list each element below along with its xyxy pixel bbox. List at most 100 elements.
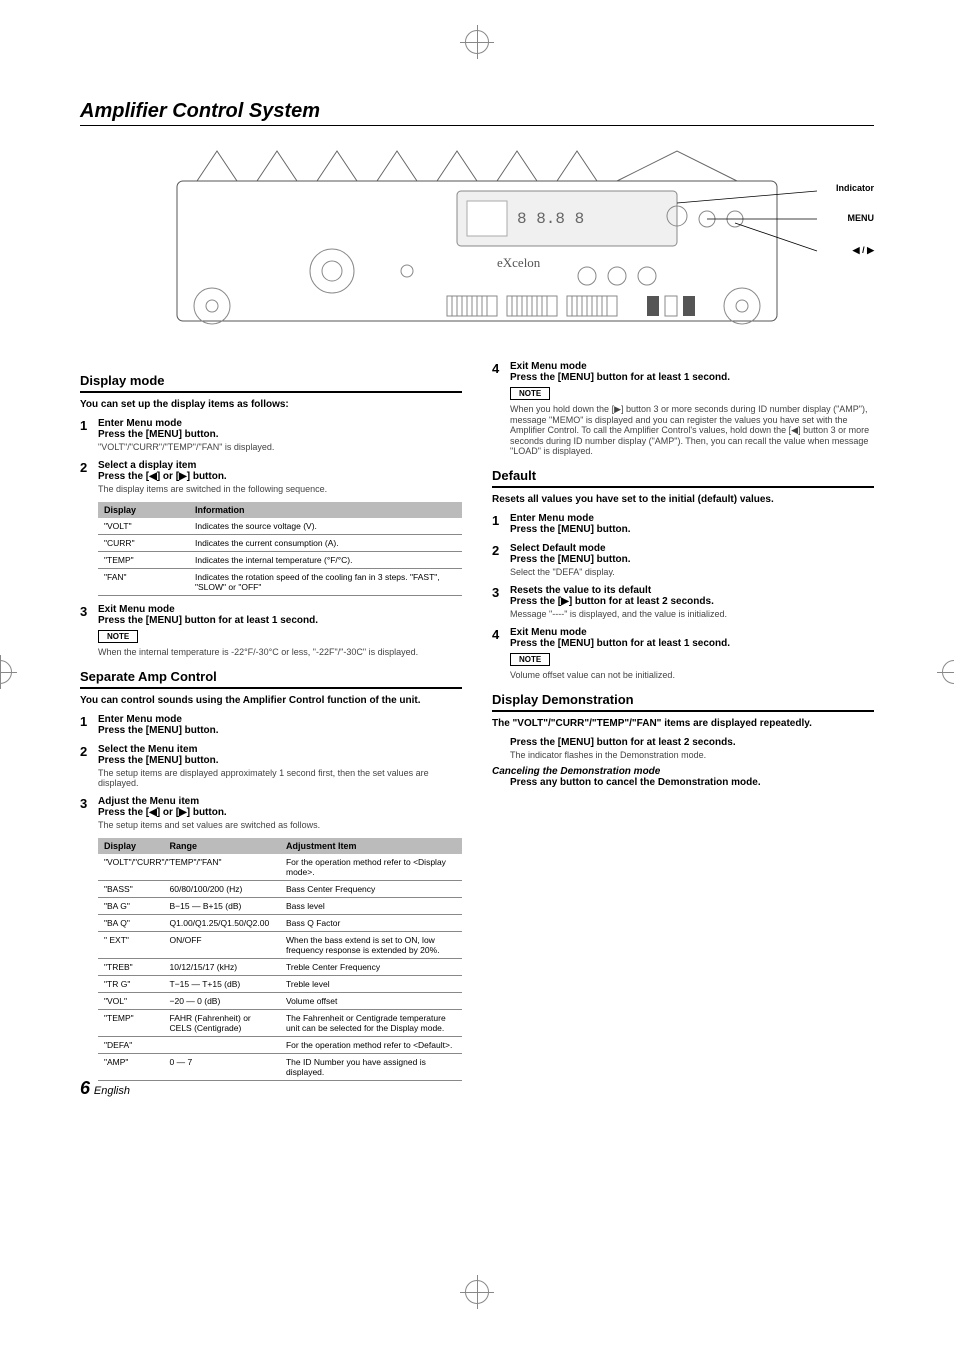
registration-mark	[465, 1280, 489, 1304]
section-header-separate-amp: Separate Amp Control	[80, 669, 462, 689]
step-action: Press the [MENU] button.	[98, 755, 462, 766]
step-action: Press any button to cancel the Demonstra…	[510, 777, 874, 788]
table-row: "FAN"Indicates the rotation speed of the…	[98, 569, 462, 596]
table-row: " EXT"ON/OFFWhen the bass extend is set …	[98, 932, 462, 959]
step-number: 3	[492, 585, 504, 619]
step-title: Enter Menu mode	[98, 714, 462, 725]
step-action: Press the [MENU] button for at least 1 s…	[510, 638, 874, 649]
step-desc: Message "----" is displayed, and the val…	[510, 609, 874, 619]
table-cell: "TEMP"	[98, 1010, 164, 1037]
step-action: Press the [MENU] button for at least 1 s…	[510, 372, 874, 383]
table-cell: Q1.00/Q1.25/Q1.50/Q2.00	[164, 915, 280, 932]
table-cell: 60/80/100/200 (Hz)	[164, 881, 280, 898]
step-item: 2 Select the Menu item Press the [MENU] …	[80, 744, 462, 788]
note-text: When the internal temperature is -22°F/-…	[98, 647, 462, 657]
step-number: 4	[492, 627, 504, 680]
display-digits: 8 8.8 8	[517, 210, 584, 228]
product-diagram: 8 8.8 8 eXcelon	[80, 141, 874, 341]
table-row: "VOLT"/"CURR"/"TEMP"/"FAN"For the operat…	[98, 854, 462, 881]
step-item: 4 Exit Menu mode Press the [MENU] button…	[492, 627, 874, 680]
table-cell: For the operation method refer to <Defau…	[280, 1037, 462, 1054]
diagram-label-arrows: ◀ / ▶	[853, 245, 874, 256]
step-desc: The setup items and set values are switc…	[98, 820, 462, 830]
note-text: When you hold down the [▶] button 3 or m…	[510, 404, 874, 456]
table-cell: Treble Center Frequency	[280, 959, 462, 976]
table-cell: Bass level	[280, 898, 462, 915]
table-header: Display	[98, 502, 189, 518]
table-cell: FAHR (Fahrenheit) or CELS (Centigrade)	[164, 1010, 280, 1037]
table-cell: "BASS"	[98, 881, 164, 898]
step-title: Adjust the Menu item	[98, 796, 462, 807]
section-header-demo: Display Demonstration	[492, 692, 874, 712]
step-action: Press the [◀] or [▶] button.	[98, 471, 462, 482]
page-number: 6	[80, 1078, 90, 1098]
registration-mark	[465, 30, 489, 54]
step-action: Press the [MENU] button.	[510, 554, 874, 565]
brand-text: eXcelon	[497, 255, 541, 270]
step-item: 1 Enter Menu mode Press the [MENU] butto…	[80, 714, 462, 736]
step-number: 3	[80, 796, 92, 830]
document-page: Amplifier Control System	[0, 0, 954, 1149]
step-action: Press the [▶] button for at least 2 seco…	[510, 596, 874, 607]
cancel-demo-title: Canceling the Demonstration mode	[492, 766, 874, 777]
table-cell: "VOLT"	[98, 518, 189, 535]
step-item: 2 Select a display item Press the [◀] or…	[80, 460, 462, 494]
step-number: 4	[492, 361, 504, 456]
step-number: 2	[492, 543, 504, 577]
table-cell: "VOL"	[98, 993, 164, 1010]
step-title: Enter Menu mode	[98, 418, 462, 429]
table-cell: When the bass extend is set to ON, low f…	[280, 932, 462, 959]
note-text: Volume offset value can not be initializ…	[510, 670, 874, 680]
step-item: 3 Exit Menu mode Press the [MENU] button…	[80, 604, 462, 657]
step-number: 1	[80, 418, 92, 452]
step-desc: The setup items are displayed approximat…	[98, 768, 462, 788]
table-row: "TREB"10/12/15/17 (kHz)Treble Center Fre…	[98, 959, 462, 976]
table-cell	[164, 1037, 280, 1054]
intro-text: You can control sounds using the Amplifi…	[80, 695, 462, 706]
step-title: Select Default mode	[510, 543, 874, 554]
table-cell: Volume offset	[280, 993, 462, 1010]
table-row: "BASS"60/80/100/200 (Hz)Bass Center Freq…	[98, 881, 462, 898]
table-row: "AMP"0 — 7The ID Number you have assigne…	[98, 1054, 462, 1081]
step-title: Exit Menu mode	[510, 361, 874, 372]
table-cell: "TEMP"	[98, 552, 189, 569]
table-cell: Indicates the internal temperature (°F/°…	[189, 552, 462, 569]
table-cell: For the operation method refer to <Displ…	[280, 854, 462, 881]
step-item: 3 Adjust the Menu item Press the [◀] or …	[80, 796, 462, 830]
table-row: "TR G"T−15 — T+15 (dB)Treble level	[98, 976, 462, 993]
step-number: 2	[80, 460, 92, 494]
step-number: 1	[492, 513, 504, 535]
table-cell: " EXT"	[98, 932, 164, 959]
step-item: 4 Exit Menu mode Press the [MENU] button…	[492, 361, 874, 456]
right-column: 4 Exit Menu mode Press the [MENU] button…	[492, 361, 874, 1089]
step-desc: "VOLT"/"CURR"/"TEMP"/"FAN" is displayed.	[98, 442, 462, 452]
section-header-display-mode: Display mode	[80, 373, 462, 393]
table-header: Information	[189, 502, 462, 518]
note-label: NOTE	[510, 653, 550, 666]
step-desc: Select the "DEFA" display.	[510, 567, 874, 577]
table-cell: 10/12/15/17 (kHz)	[164, 959, 280, 976]
step-number: 1	[80, 714, 92, 736]
table-cell: −20 — 0 (dB)	[164, 993, 280, 1010]
step-number: 3	[80, 604, 92, 657]
table-cell: Indicates the source voltage (V).	[189, 518, 462, 535]
table-cell: 0 — 7	[164, 1054, 280, 1081]
intro-text: Resets all values you have set to the in…	[492, 494, 874, 505]
step-desc: The display items are switched in the fo…	[98, 484, 462, 494]
table-header: Adjustment Item	[280, 838, 462, 854]
step-title: Select a display item	[98, 460, 462, 471]
table-header: Display	[98, 838, 164, 854]
step-title: Select the Menu item	[98, 744, 462, 755]
table-row: "BA G"B−15 — B+15 (dB)Bass level	[98, 898, 462, 915]
page-language: English	[94, 1085, 130, 1097]
table-cell: ON/OFF	[164, 932, 280, 959]
table-cell: "FAN"	[98, 569, 189, 596]
table-cell: Indicates the current consumption (A).	[189, 535, 462, 552]
step-item: 3 Resets the value to its default Press …	[492, 585, 874, 619]
page-title: Amplifier Control System	[80, 100, 874, 126]
step-action: Press the [MENU] button.	[98, 429, 462, 440]
note-label: NOTE	[98, 630, 138, 643]
step-action: Press the [MENU] button for at least 2 s…	[510, 737, 874, 748]
table-row: "VOLT"Indicates the source voltage (V).	[98, 518, 462, 535]
table-cell: T−15 — T+15 (dB)	[164, 976, 280, 993]
